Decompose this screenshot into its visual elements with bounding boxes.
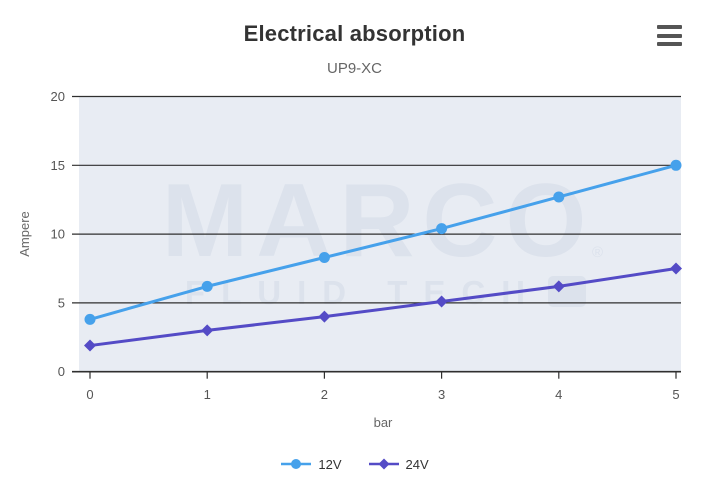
x-tick-label: 5 [672,387,679,402]
watermark-line1: MARCO [162,163,595,279]
y-tick-label: 10 [51,227,65,242]
legend-label: 12V [318,456,342,472]
x-tick-label: 2 [321,387,328,402]
y-tick-label: 5 [58,295,65,310]
y-axis-title: Ampere [17,211,32,257]
hamburger-bar [657,42,682,46]
legend-item-12V[interactable]: 12V [280,456,342,472]
watermark-registered-icon: ® [592,244,603,261]
data-point-24V [84,339,96,352]
hamburger-bar [657,25,682,29]
y-tick-label: 15 [51,158,65,173]
data-point-12V [553,191,565,203]
chart-subtitle: UP9-XC [326,60,382,77]
data-point-12V [318,251,330,263]
x-axis-title: bar [374,415,393,430]
legend-label: 24V [405,456,429,472]
legend: 12V 24V [0,456,709,472]
circle-marker-icon [281,459,312,469]
hamburger-bar [657,33,682,38]
watermark-line2: FLUID TECH [185,274,541,311]
data-point-24V [201,324,214,337]
chart-title: Electrical absorption [243,21,466,46]
data-point-24V [552,280,565,293]
chart-menu-button[interactable] [657,25,682,46]
diamond-marker-icon [368,458,399,470]
legend-item-24V[interactable]: 24V [368,456,429,472]
x-tick-label: 1 [204,387,211,402]
data-point-12V [670,159,682,171]
series-line-24V [88,267,678,348]
data-point-12V [201,280,213,292]
x-tick-label: 3 [438,387,445,402]
data-point-24V [670,262,682,275]
y-tick-label: 0 [58,364,65,379]
x-tick-label: 0 [86,387,93,402]
x-tick-label: 4 [555,387,562,402]
data-point-24V [435,295,448,308]
series-line-12V [88,163,678,321]
data-point-12V [84,313,96,325]
data-point-24V [318,310,331,323]
y-tick-label: 20 [51,89,65,104]
data-point-12V [436,223,448,235]
